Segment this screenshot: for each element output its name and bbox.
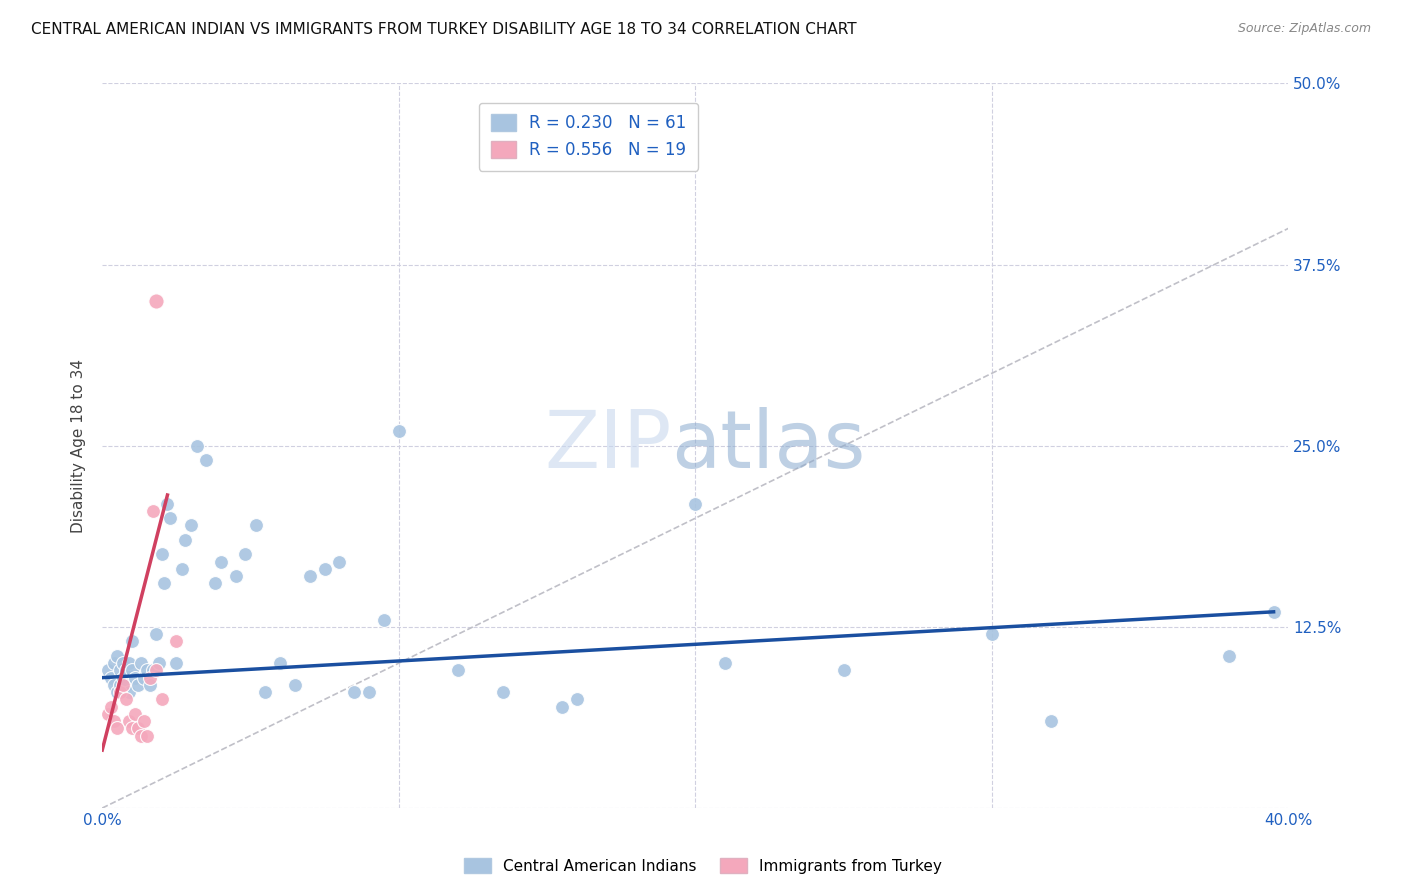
Point — [153, 576, 176, 591]
Point — [359, 685, 381, 699]
Point — [245, 518, 267, 533]
Point — [204, 576, 226, 591]
Point — [150, 692, 173, 706]
Point — [388, 424, 411, 438]
Point — [159, 511, 181, 525]
Point — [129, 729, 152, 743]
Point — [142, 664, 165, 678]
Point — [180, 518, 202, 533]
Point — [132, 671, 155, 685]
Point — [1218, 648, 1240, 663]
Text: ZIP: ZIP — [544, 407, 672, 484]
Point — [225, 569, 247, 583]
Point — [165, 634, 187, 648]
Point — [491, 685, 513, 699]
Point — [121, 664, 143, 678]
Point — [1040, 714, 1063, 728]
Point — [135, 729, 157, 743]
Point — [373, 613, 395, 627]
Point — [145, 627, 167, 641]
Point — [186, 439, 208, 453]
Point — [685, 497, 707, 511]
Point — [103, 656, 125, 670]
Point — [138, 678, 160, 692]
Point — [138, 671, 160, 685]
Legend: R = 0.230   N = 61, R = 0.556   N = 19: R = 0.230 N = 61, R = 0.556 N = 19 — [479, 103, 697, 170]
Point — [108, 685, 131, 699]
Point — [233, 548, 256, 562]
Point — [105, 685, 128, 699]
Point — [127, 678, 149, 692]
Point — [124, 671, 146, 685]
Point — [269, 656, 291, 670]
Text: Source: ZipAtlas.com: Source: ZipAtlas.com — [1237, 22, 1371, 36]
Point — [142, 504, 165, 518]
Point — [103, 678, 125, 692]
Point — [118, 685, 141, 699]
Point — [148, 656, 170, 670]
Point — [121, 634, 143, 648]
Point — [127, 722, 149, 736]
Text: atlas: atlas — [672, 407, 866, 484]
Point — [118, 656, 141, 670]
Point — [105, 722, 128, 736]
Point — [551, 699, 574, 714]
Point — [135, 664, 157, 678]
Legend: Central American Indians, Immigrants from Turkey: Central American Indians, Immigrants fro… — [457, 852, 949, 880]
Point — [97, 664, 120, 678]
Point — [111, 656, 134, 670]
Point — [145, 293, 167, 308]
Point — [832, 664, 855, 678]
Point — [328, 555, 350, 569]
Point — [1263, 606, 1285, 620]
Y-axis label: Disability Age 18 to 34: Disability Age 18 to 34 — [72, 359, 86, 533]
Point — [145, 664, 167, 678]
Point — [150, 548, 173, 562]
Point — [100, 699, 122, 714]
Point — [115, 692, 138, 706]
Point — [100, 671, 122, 685]
Point — [118, 714, 141, 728]
Point — [172, 562, 194, 576]
Point — [111, 678, 134, 692]
Point — [129, 656, 152, 670]
Point — [209, 555, 232, 569]
Point — [97, 706, 120, 721]
Point — [108, 678, 131, 692]
Text: CENTRAL AMERICAN INDIAN VS IMMIGRANTS FROM TURKEY DISABILITY AGE 18 TO 34 CORREL: CENTRAL AMERICAN INDIAN VS IMMIGRANTS FR… — [31, 22, 856, 37]
Point — [174, 533, 197, 547]
Point — [105, 648, 128, 663]
Point — [447, 664, 470, 678]
Point — [108, 664, 131, 678]
Point — [111, 671, 134, 685]
Point — [980, 627, 1002, 641]
Point — [565, 692, 588, 706]
Point — [314, 562, 336, 576]
Point — [195, 453, 218, 467]
Point — [714, 656, 737, 670]
Point — [115, 678, 138, 692]
Point — [343, 685, 366, 699]
Point — [132, 714, 155, 728]
Point — [254, 685, 277, 699]
Point — [103, 714, 125, 728]
Point — [115, 664, 138, 678]
Point — [165, 656, 187, 670]
Point — [298, 569, 321, 583]
Point — [284, 678, 307, 692]
Point — [124, 706, 146, 721]
Point — [156, 497, 179, 511]
Point — [121, 722, 143, 736]
